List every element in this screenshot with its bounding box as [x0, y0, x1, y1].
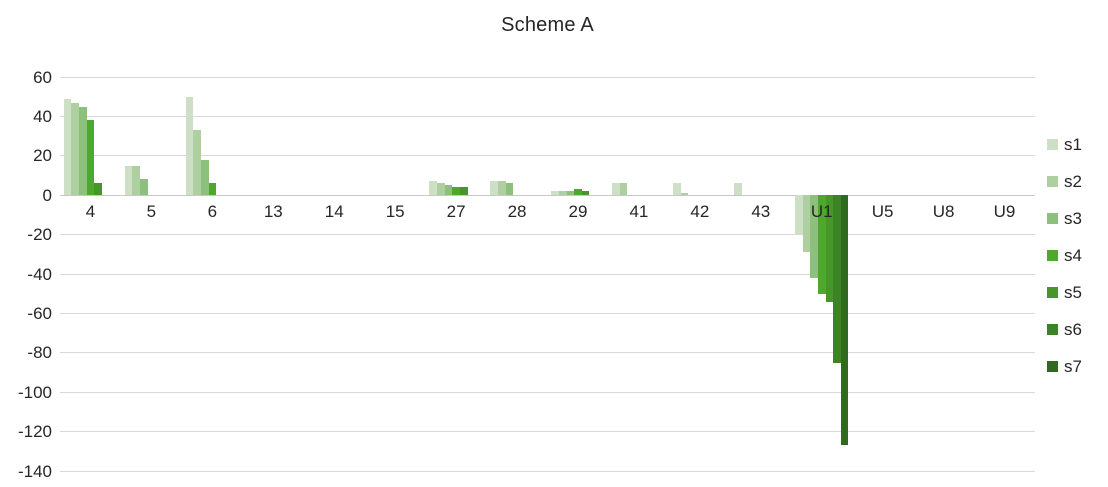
legend-swatch-icon — [1047, 361, 1058, 372]
bar-s1-43 — [734, 183, 742, 196]
gridline — [60, 312, 1035, 314]
legend-swatch-icon — [1047, 139, 1058, 150]
bar-s4-27 — [452, 187, 460, 196]
x-axis-category-label: 42 — [690, 202, 710, 222]
legend-item-s7: s7 — [1047, 356, 1082, 377]
bar-s3-28 — [505, 183, 514, 196]
x-axis-category-label: 27 — [446, 202, 466, 222]
legend-label: s2 — [1064, 172, 1082, 191]
legend-swatch-icon — [1047, 324, 1058, 335]
bar-s3-U1 — [810, 195, 818, 278]
bar-s3-27 — [444, 185, 453, 196]
legend-swatch-icon — [1047, 287, 1058, 298]
bar-s7-U1 — [840, 195, 849, 446]
bar-s5-4 — [94, 183, 102, 196]
x-axis-category-label: U1 — [810, 202, 833, 222]
bar-s2-27 — [437, 183, 445, 196]
bar-s2-41 — [619, 183, 628, 196]
y-axis-tick-label: -120 — [17, 422, 52, 442]
y-axis-tick-label: -140 — [17, 461, 52, 481]
bar-s3-29 — [566, 191, 575, 196]
bar-s1-4 — [63, 98, 72, 196]
bar-s2-4 — [71, 102, 80, 196]
x-axis-category-label: 29 — [568, 202, 588, 222]
y-axis-tick-label: 0 — [42, 185, 52, 205]
gridline — [60, 470, 1035, 472]
bar-s2-29 — [558, 191, 567, 196]
y-axis-tick-label: -60 — [27, 303, 52, 323]
gridline — [60, 431, 1035, 433]
legend-label: s3 — [1064, 209, 1082, 228]
x-axis-line — [60, 194, 1035, 196]
x-axis-category-label: U5 — [871, 202, 894, 222]
bar-s4-U1 — [817, 195, 826, 294]
gridline — [60, 391, 1035, 393]
legend-item-s3: s3 — [1047, 208, 1082, 229]
legend-label: s6 — [1064, 320, 1082, 339]
y-axis-tick-label: -20 — [27, 225, 52, 245]
x-axis-category-label: 41 — [629, 202, 649, 222]
bar-s2-28 — [497, 181, 506, 196]
y-axis-tick-label: -100 — [17, 382, 52, 402]
x-axis-category-label: 4 — [85, 202, 96, 222]
x-axis-category-label: 28 — [507, 202, 527, 222]
bar-s2-6 — [193, 130, 201, 196]
legend-item-s5: s5 — [1047, 282, 1082, 303]
bar-s1-U1 — [795, 195, 803, 235]
y-axis-tick-label: -80 — [27, 343, 52, 363]
bar-s1-28 — [490, 181, 498, 196]
x-axis-category-label: 13 — [263, 202, 283, 222]
legend-label: s5 — [1064, 283, 1082, 302]
gridline — [60, 115, 1035, 117]
legend-item-s4: s4 — [1047, 245, 1082, 266]
x-axis-category-label: 43 — [751, 202, 771, 222]
gridline — [60, 76, 1035, 78]
bar-s1-6 — [185, 96, 194, 196]
bar-s2-5 — [132, 165, 140, 196]
chart-title: Scheme A — [501, 14, 594, 36]
legend: s1 s2 s3 s4 s5 s6 s7 — [1047, 134, 1082, 377]
legend-item-s6: s6 — [1047, 319, 1082, 340]
bar-s1-27 — [429, 181, 438, 196]
y-axis-tick-label: 60 — [33, 67, 52, 87]
legend-label: s1 — [1064, 135, 1082, 154]
bar-s6-U1 — [833, 195, 841, 363]
gridline — [60, 155, 1035, 157]
y-axis-tick-label: 20 — [33, 146, 52, 166]
y-axis-tick-label: 40 — [33, 106, 52, 126]
bar-s5-27 — [459, 187, 468, 196]
bar-s2-U1 — [802, 195, 811, 253]
bar-s4-6 — [208, 183, 217, 196]
legend-label: s7 — [1064, 357, 1082, 376]
gridline — [60, 273, 1035, 275]
bar-s1-29 — [551, 191, 559, 196]
x-axis-category-label: 15 — [385, 202, 405, 222]
legend-item-s2: s2 — [1047, 171, 1082, 192]
bar-s4-29 — [574, 189, 582, 196]
bar-s3-5 — [139, 179, 148, 196]
y-axis-tick-label: -40 — [27, 264, 52, 284]
x-axis-category-label: 6 — [207, 202, 218, 222]
bar-s1-42 — [673, 183, 681, 196]
bar-s5-29 — [581, 191, 590, 196]
bar-s1-5 — [124, 165, 133, 196]
legend-swatch-icon — [1047, 250, 1058, 261]
x-axis-category-label: U9 — [993, 202, 1016, 222]
legend-label: s4 — [1064, 246, 1082, 265]
x-axis-category-label: U8 — [932, 202, 955, 222]
bar-s3-4 — [79, 106, 87, 196]
x-axis-category-label: 14 — [324, 202, 344, 222]
bar-s5-U1 — [825, 195, 834, 302]
legend-swatch-icon — [1047, 176, 1058, 187]
x-axis-category-label: 5 — [146, 202, 157, 222]
gridline — [60, 234, 1035, 236]
bar-s3-6 — [200, 159, 209, 196]
gridline — [60, 352, 1035, 354]
bar-s2-42 — [680, 193, 689, 196]
bar-s1-41 — [612, 183, 620, 196]
bar-s4-4 — [86, 120, 95, 196]
legend-item-s1: s1 — [1047, 134, 1082, 155]
legend-swatch-icon — [1047, 213, 1058, 224]
